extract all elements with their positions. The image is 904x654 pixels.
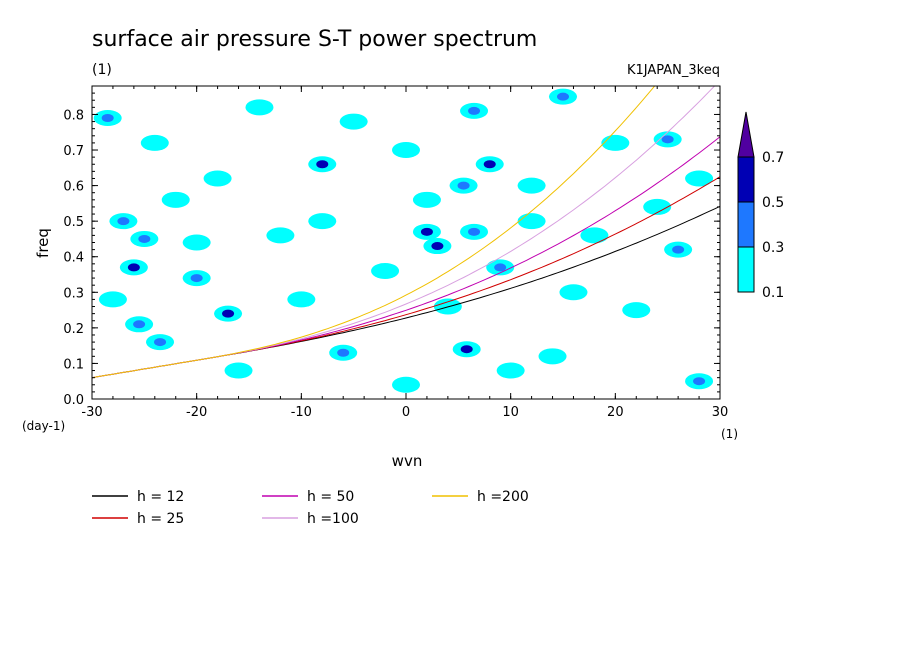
contour-patch: [266, 227, 295, 244]
x-tick-label: -20: [186, 405, 207, 420]
contour-core: [457, 181, 470, 190]
contour-patch: [140, 134, 169, 151]
x-axis-label: wvn: [392, 452, 423, 470]
y-tick-label: 0.0: [63, 393, 84, 408]
colorbar-label: 0.3: [762, 240, 784, 256]
y-tick-label: 0.4: [63, 251, 84, 266]
contour-core: [468, 106, 481, 115]
contour-patch: [182, 234, 211, 251]
contour-patch: [685, 170, 714, 187]
contour-patch: [601, 134, 630, 151]
contour-core: [420, 227, 433, 236]
y-axis-label: freq: [34, 228, 52, 258]
contour-patch: [287, 291, 316, 308]
legend-entry: h =200: [477, 489, 529, 505]
colorbar-extend-arrow: [737, 111, 755, 158]
contour-patch: [580, 227, 609, 244]
contour-core: [557, 92, 569, 101]
colorbar-label: 0.5: [762, 195, 784, 211]
contour-core: [460, 345, 473, 354]
colorbar: 0.1 0.3 0.5 0.7: [737, 111, 784, 301]
contour-core: [127, 263, 140, 272]
contour-core: [222, 309, 235, 318]
chart-subtitle-left: (1): [92, 62, 112, 78]
contour-core: [154, 338, 167, 347]
contour-patch: [496, 362, 525, 379]
y-tick-label: 0.5: [63, 215, 84, 230]
axis-ticks: -30 -20 -10 0 10 20 30 0.0 0.1 0.2 0.3 0.4 0.5 0.6 0.7…: [63, 86, 728, 420]
legend-entry: h =100: [307, 511, 359, 527]
series-line: [92, 86, 656, 379]
contour-patch: [371, 262, 400, 279]
colorbar-segment: [737, 201, 755, 248]
legend-entry: h = 25: [137, 511, 184, 527]
contour-core: [117, 217, 130, 226]
colorbar-segment: [737, 246, 755, 293]
contour-patch: [517, 177, 546, 194]
contour-core: [468, 227, 481, 236]
contour-patch: [559, 284, 588, 301]
y-tick-label: 0.1: [63, 357, 84, 372]
contour-core: [316, 160, 329, 169]
contour-patch: [392, 142, 420, 159]
contour-patch: [98, 291, 127, 308]
y-tick-label: 0.7: [63, 144, 84, 159]
contour-core: [672, 245, 685, 254]
colorbar-segment: [737, 156, 755, 203]
series-line: [92, 205, 720, 379]
x-tick-label: -10: [291, 405, 312, 420]
contour-core: [138, 234, 151, 243]
contour-patch: [245, 99, 274, 116]
y-tick-label: 0.8: [63, 108, 84, 123]
contour-patch: [622, 302, 651, 319]
contour-patch: [643, 198, 672, 215]
contour-core: [190, 274, 203, 283]
contour-core: [133, 320, 146, 329]
contour-patch: [538, 348, 567, 365]
contour-patch: [224, 362, 253, 379]
x-tick-label: 0: [402, 405, 410, 420]
x-unit-label: (1): [721, 427, 738, 441]
y-unit-label: (day-1): [22, 419, 65, 433]
y-tick-label: 0.2: [63, 322, 84, 337]
contour-core: [431, 242, 444, 251]
chart-subtitle-right: K1JAPAN_3keq: [627, 63, 720, 78]
x-tick-label: 10: [502, 405, 519, 420]
legend-entry: h = 12: [137, 489, 184, 505]
contour-core: [494, 263, 507, 272]
contour-patches: [93, 88, 714, 393]
contour-patch: [203, 170, 232, 187]
x-tick-label: 20: [607, 405, 624, 420]
legend: h = 12 h = 25 h = 50 h =100 h =200: [92, 489, 529, 527]
contour-core: [337, 348, 350, 357]
contour-patch: [517, 213, 546, 230]
x-tick-label: -30: [81, 405, 102, 420]
x-tick-label: 30: [712, 405, 729, 420]
contour-core: [693, 377, 706, 386]
contour-patch: [392, 376, 420, 393]
contour-core: [661, 135, 674, 144]
dispersion-curves: [92, 86, 720, 379]
y-tick-label: 0.6: [63, 180, 84, 195]
legend-entry: h = 50: [307, 489, 354, 505]
y-tick-label: 0.3: [63, 286, 84, 301]
colorbar-label: 0.1: [762, 285, 784, 301]
series-line: [92, 136, 720, 379]
contour-patch: [161, 191, 190, 208]
colorbar-label: 0.7: [762, 150, 784, 166]
contour-patch: [412, 191, 441, 208]
contour-patch: [339, 113, 368, 130]
contour-patch: [308, 213, 337, 230]
chart-title: surface air pressure S-T power spectrum: [92, 27, 537, 52]
contour-core: [483, 160, 496, 169]
contour-core: [101, 114, 114, 123]
